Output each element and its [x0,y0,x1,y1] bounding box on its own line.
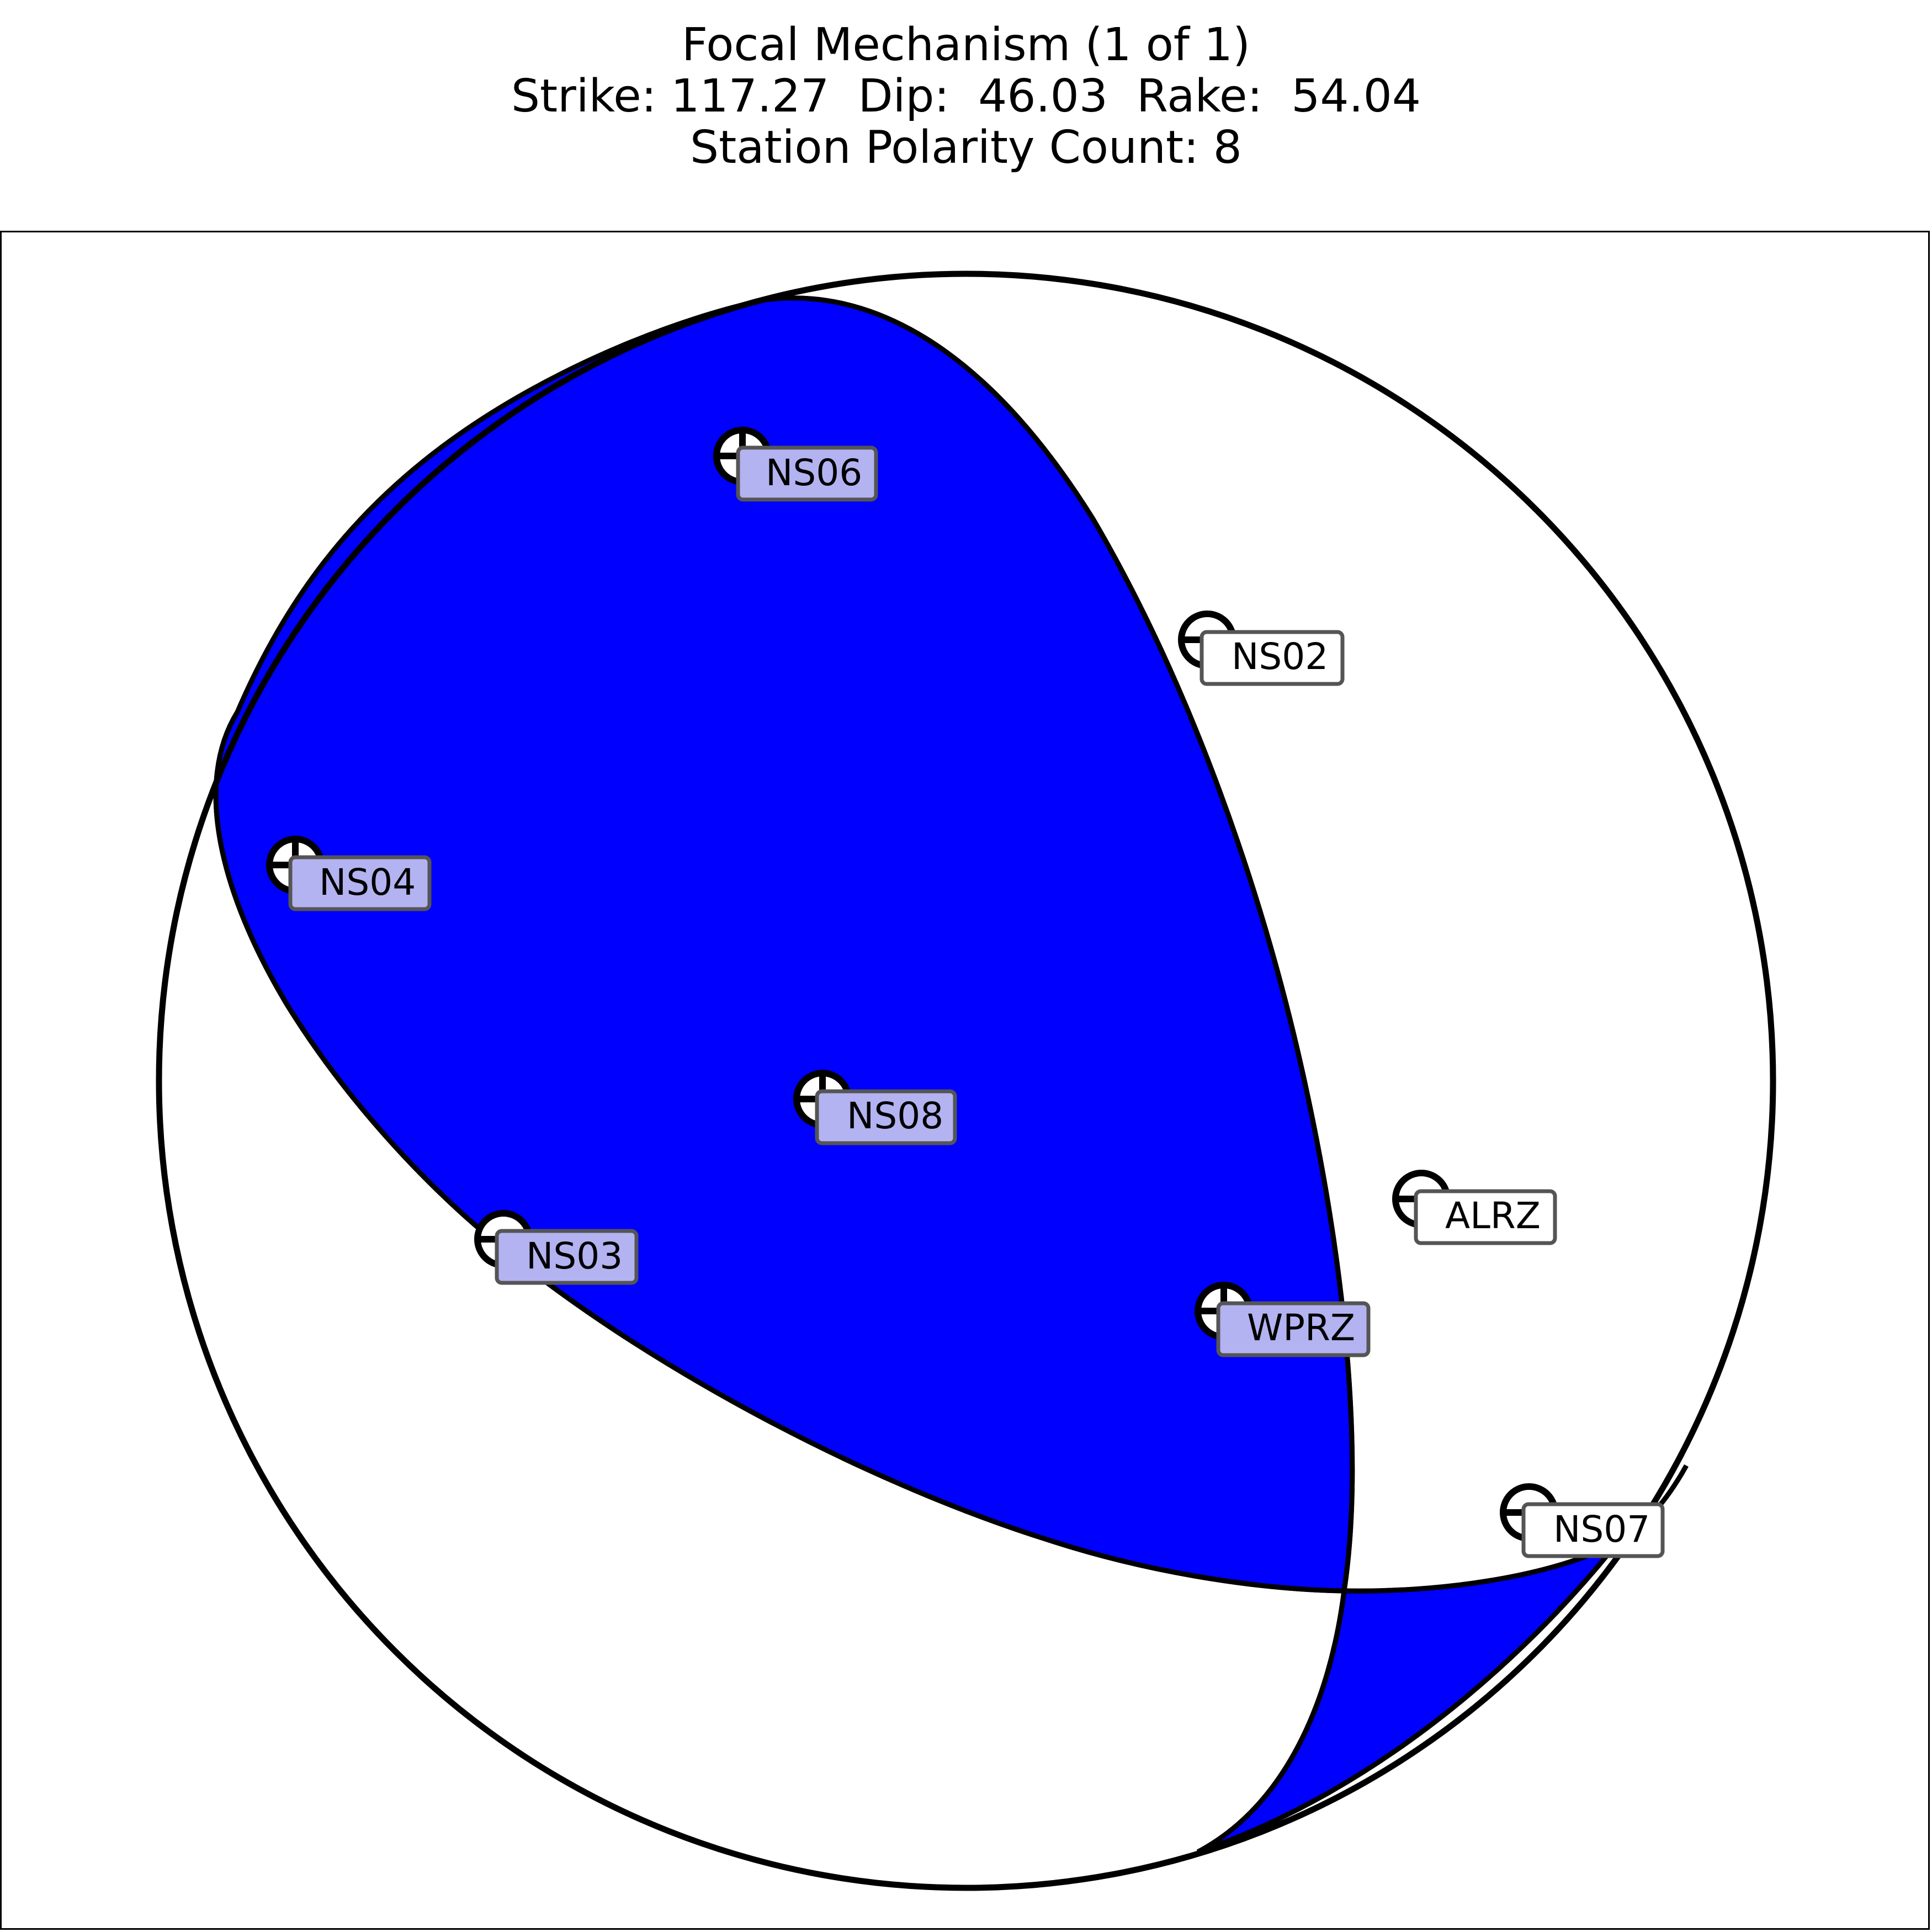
station-ns08[interactable]: NS08 [793,1070,957,1145]
station-label: NS04 [319,861,416,904]
station-label-box [815,1089,957,1145]
station-label: NS06 [766,452,862,494]
title-line-1: Focal Mechanism (1 of 1) [681,19,1250,71]
station-label-box [288,855,432,911]
title-polarity-count: Station Polarity Count: 8 [690,121,1242,174]
station-ns02[interactable]: NS02 [1178,611,1345,686]
station-ns07[interactable]: NS07 [1500,1483,1665,1558]
station-label: NS02 [1232,635,1328,678]
station-label: ALRZ [1445,1195,1541,1237]
primitive-circle [156,270,1776,1891]
station-alrz[interactable]: ALRZ [1392,1170,1557,1245]
station-label: WPRZ [1247,1307,1355,1349]
station-ns03[interactable]: NS03 [474,1210,639,1285]
station-label-box [736,445,878,502]
nodal-plane-2 [213,710,1689,1594]
plot-frame [0,231,1930,1930]
station-label-box [1414,1189,1557,1245]
chart-title: Focal Mechanism (1 of 1) Strike: 117.27 … [0,19,1932,173]
station-label: NS07 [1553,1508,1650,1551]
station-label-box [1521,1502,1665,1558]
station-ns04[interactable]: NS04 [266,836,432,911]
station-label-box [1216,1301,1371,1357]
station-label-box [1199,630,1345,686]
station-ns06[interactable]: NS06 [713,427,878,502]
station-wprz[interactable]: WPRZ [1195,1282,1371,1357]
title-strike-dip-rake: Strike: 117.27 Dip: 46.03 Rake: 54.04 [511,70,1421,123]
station-label: NS03 [526,1235,623,1277]
station-label-box [495,1229,639,1285]
station-label: NS08 [847,1095,943,1137]
nodal-plane-1 [765,295,1355,1854]
